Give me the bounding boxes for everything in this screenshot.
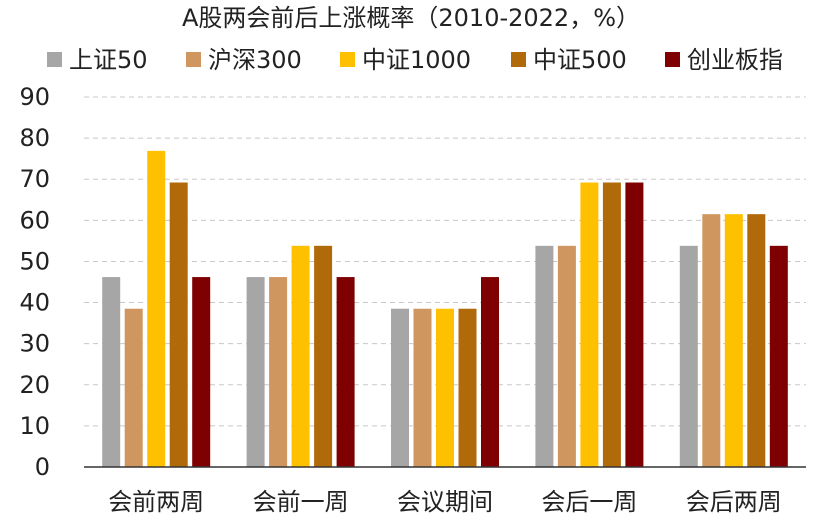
y-tick-label-1: 10	[19, 412, 50, 440]
bar-3-4	[625, 182, 644, 467]
chart-title: A股两会前后上涨概率（2010-2022，%）	[182, 4, 640, 32]
bar-0-1	[124, 308, 143, 467]
x-category-label-1: 会前一周	[253, 488, 349, 516]
bar-1-2	[291, 245, 310, 467]
y-tick-label-0: 0	[35, 453, 50, 481]
y-tick-label-6: 60	[19, 206, 50, 234]
bar-4-4	[769, 245, 788, 467]
bar-0-4	[192, 277, 211, 467]
legend-label-3: 中证500	[533, 46, 627, 74]
y-tick-label-4: 40	[19, 289, 50, 317]
x-category-label-2: 会议期间	[397, 488, 493, 516]
bar-0-0	[102, 277, 121, 467]
y-tick-label-3: 30	[19, 330, 50, 358]
x-category-label-4: 会后两周	[686, 488, 782, 516]
y-axis: 0 10 20 30 40 50 60 70 80 90	[19, 83, 50, 481]
bar-0-3	[169, 182, 188, 467]
bar-3-2	[580, 182, 599, 467]
bar-4-1	[702, 214, 721, 467]
bar-0-2	[147, 150, 166, 467]
y-tick-label-8: 80	[19, 124, 50, 152]
y-tick-label-2: 20	[19, 371, 50, 399]
legend-swatch-2	[340, 52, 355, 67]
bar-3-1	[557, 245, 576, 467]
bar-2-3	[458, 308, 477, 467]
bar-3-3	[602, 182, 621, 467]
bar-1-4	[336, 277, 355, 467]
bar-1-0	[246, 277, 265, 467]
bar-4-0	[679, 245, 698, 467]
legend-label-1: 沪深300	[208, 46, 302, 74]
legend-swatch-3	[511, 52, 526, 67]
legend-label-4: 创业板指	[687, 46, 783, 74]
y-tick-label-9: 90	[19, 83, 50, 111]
bars-area	[102, 150, 788, 467]
x-category-label-3: 会后一周	[541, 488, 637, 516]
legend-label-2: 中证1000	[362, 46, 471, 74]
bar-1-3	[314, 245, 333, 467]
legend-swatch-4	[665, 52, 680, 67]
bar-4-2	[724, 214, 743, 467]
x-category-label-0: 会前两周	[108, 488, 204, 516]
chart-legend: 上证50 沪深300 中证1000 中证500 创业板指	[47, 46, 783, 74]
legend-swatch-1	[186, 52, 201, 67]
legend-swatch-0	[47, 52, 62, 67]
bar-3-0	[535, 245, 554, 467]
bar-2-4	[481, 277, 499, 467]
x-axis: 会前两周 会前一周 会议期间 会后一周 会后两周	[84, 466, 806, 516]
bar-1-1	[269, 277, 288, 467]
legend-label-0: 上证50	[69, 46, 148, 74]
bar-2-1	[413, 308, 432, 467]
y-tick-label-7: 70	[19, 165, 50, 193]
y-tick-label-5: 50	[19, 247, 50, 275]
bar-2-0	[391, 308, 409, 467]
bar-4-3	[747, 214, 766, 467]
bar-2-2	[436, 308, 454, 467]
